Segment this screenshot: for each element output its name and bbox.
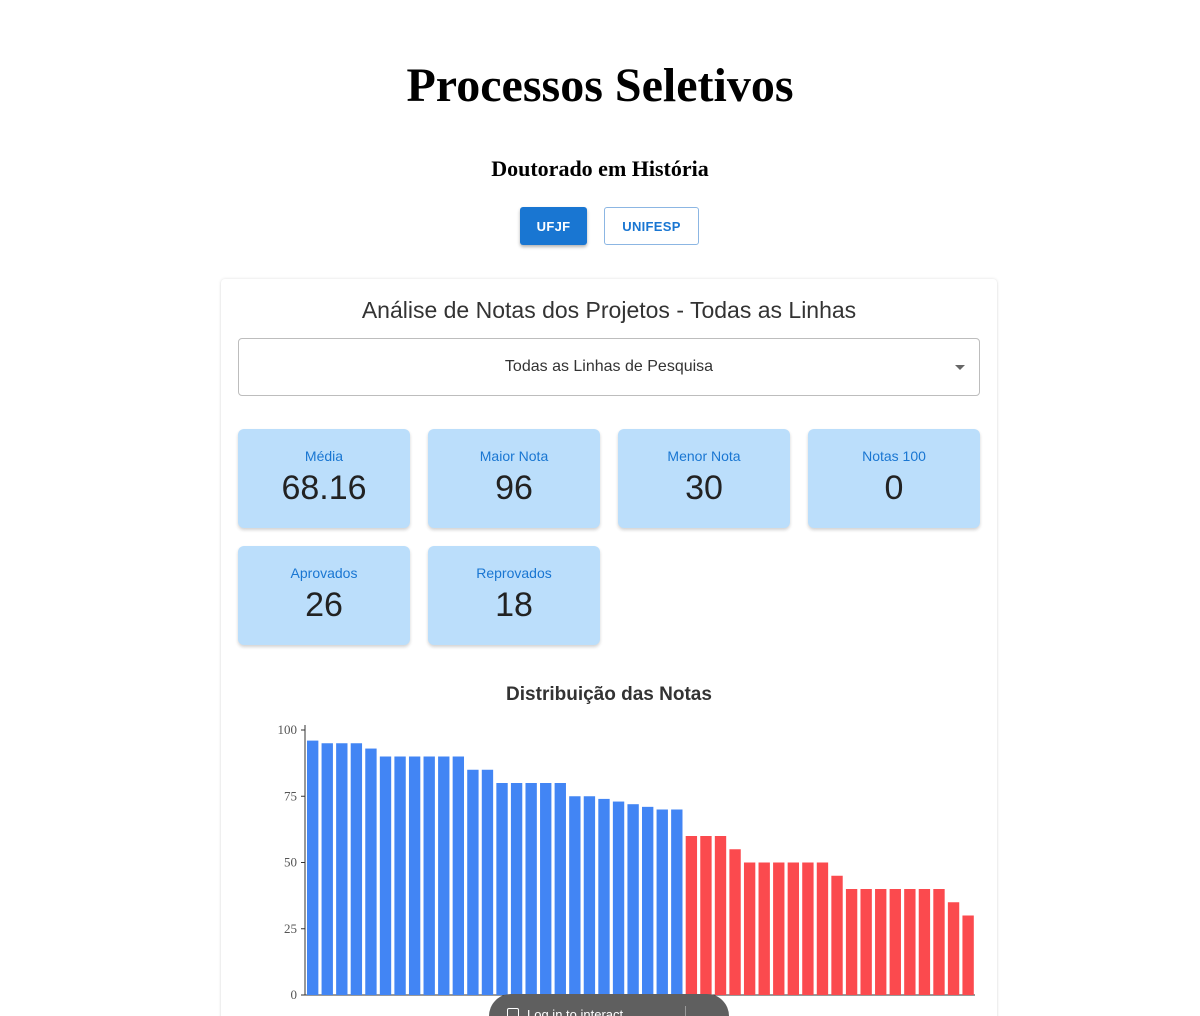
bar-rejected <box>845 889 858 995</box>
bar-approved <box>394 756 406 995</box>
y-tick-label: 0 <box>291 987 298 1002</box>
bar-rejected <box>758 862 770 995</box>
stat-label: Aprovados <box>290 565 358 581</box>
bar-approved <box>525 783 537 995</box>
stat-label: Reprovados <box>476 565 552 581</box>
bar-approved <box>569 796 581 995</box>
bar-approved <box>336 743 348 995</box>
bar-approved <box>481 769 494 995</box>
bar-rejected <box>918 889 931 995</box>
login-icon <box>507 1008 519 1016</box>
y-tick-label: 25 <box>284 921 297 936</box>
bar-approved <box>671 809 683 995</box>
bar-rejected <box>860 889 872 995</box>
y-tick-label: 100 <box>278 722 298 737</box>
bar-rejected <box>933 889 945 995</box>
bar-approved <box>321 743 333 995</box>
stat-label: Menor Nota <box>667 448 741 464</box>
bar-approved <box>656 809 668 995</box>
bar-approved <box>496 783 508 995</box>
bar-approved <box>408 756 421 995</box>
bar-rejected <box>787 862 800 995</box>
stat-label: Maior Nota <box>479 448 549 464</box>
stat-card-media: Média 68.16 <box>238 429 410 528</box>
bar-rejected <box>714 836 727 995</box>
y-tick-label: 50 <box>284 855 297 870</box>
bar-approved <box>540 783 552 995</box>
bar-rejected <box>875 889 887 995</box>
tab-ufjf[interactable]: UFJF <box>520 207 587 245</box>
page-title: Processos Seletivos <box>406 59 794 112</box>
bar-approved <box>379 756 392 995</box>
bar-approved <box>365 748 377 995</box>
stat-card-menor-nota: Menor Nota 30 <box>618 429 790 528</box>
bar-rejected <box>773 862 785 995</box>
bar-rejected <box>947 902 960 995</box>
page-subtitle: Doutorado em História <box>491 156 709 181</box>
analysis-title: Análise de Notas dos Projetos - Todas as… <box>361 297 857 323</box>
stat-label: Notas 100 <box>862 448 926 464</box>
bar-approved <box>627 804 639 995</box>
bar-approved <box>554 783 566 995</box>
login-overlay[interactable]: Log in to interact ... <box>489 994 729 1016</box>
bar-approved <box>612 801 625 995</box>
bar-approved <box>452 756 465 995</box>
stat-value: 26 <box>305 586 343 624</box>
bar-rejected <box>743 862 756 995</box>
research-line-select[interactable]: Todas as Linhas de Pesquisa <box>238 338 980 396</box>
bar-approved <box>598 798 610 995</box>
bar-rejected <box>700 836 712 995</box>
stat-value: 30 <box>685 469 723 507</box>
bar-rejected <box>889 889 901 995</box>
bar-approved <box>583 796 596 995</box>
stat-card-notas-100: Notas 100 0 <box>808 429 980 528</box>
stat-value: 96 <box>495 469 533 507</box>
stat-card-maior-nota: Maior Nota 96 <box>428 429 600 528</box>
bar-approved <box>307 740 319 995</box>
bar-rejected <box>729 849 741 995</box>
bar-rejected <box>802 862 814 995</box>
dropdown-caret-icon <box>955 365 965 370</box>
y-tick-label: 75 <box>284 788 297 803</box>
overlay-divider <box>685 1006 686 1016</box>
stat-card-aprovados: Aprovados 26 <box>238 546 410 645</box>
analysis-card: Análise de Notas dos Projetos - Todas as… <box>221 279 997 1016</box>
bar-rejected <box>962 915 974 995</box>
bar-approved <box>467 769 479 995</box>
bar-rejected <box>816 862 829 995</box>
stat-card-reprovados: Reprovados 18 <box>428 546 600 645</box>
overlay-right-text: ... <box>699 1007 710 1016</box>
stat-label: Média <box>304 448 344 464</box>
bar-approved <box>510 783 523 995</box>
stat-value: 68.16 <box>281 469 367 507</box>
stat-value: 0 <box>884 469 904 507</box>
distribution-chart: 0 25 50 75 100 <box>278 722 975 1002</box>
bar-rejected <box>685 836 698 995</box>
tab-unifesp[interactable]: UNIFESP <box>604 207 699 245</box>
bar-approved <box>350 743 363 995</box>
stat-value: 18 <box>495 586 533 624</box>
bar-approved <box>438 756 450 995</box>
bar-approved <box>423 756 435 995</box>
bar-rejected <box>831 875 843 995</box>
bar-approved <box>642 806 654 995</box>
research-line-select-value: Todas as Linhas de Pesquisa <box>504 358 714 375</box>
login-overlay-text: Log in to interact <box>527 1007 624 1016</box>
chart-title: Distribuição das Notas <box>506 684 712 705</box>
bar-rejected <box>904 889 916 995</box>
